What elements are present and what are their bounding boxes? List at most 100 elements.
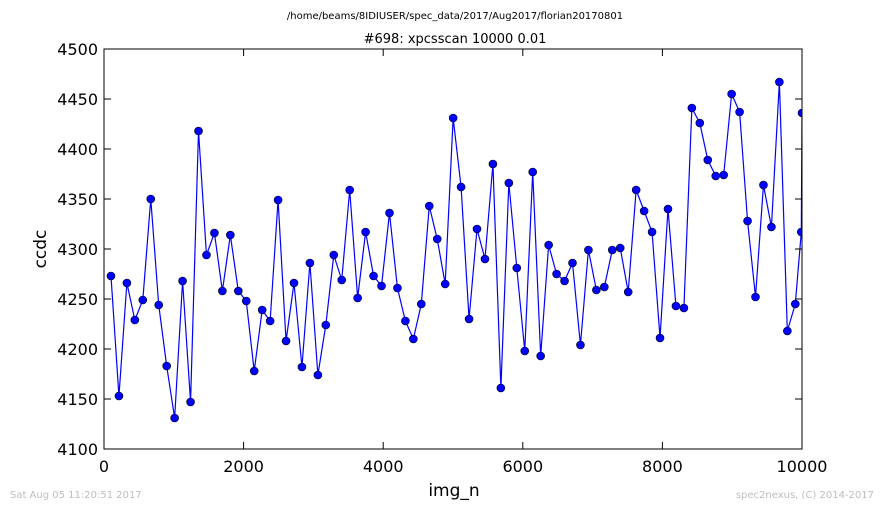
data-point (345, 185, 355, 195)
data-point (321, 320, 331, 330)
footer-timestamp: Sat Aug 05 11:20:51 2017 (10, 490, 142, 501)
data-point (186, 397, 195, 407)
y-tick-label: 4450 (57, 90, 98, 109)
data-point (178, 276, 187, 286)
data-point (496, 383, 506, 393)
x-tick-label: 4000 (363, 457, 404, 476)
y-tick-label: 4100 (57, 440, 98, 459)
data-point (170, 413, 179, 423)
data-point (401, 316, 410, 326)
y-tick-label: 4300 (57, 240, 98, 259)
data-point (552, 269, 561, 279)
data-point (393, 283, 402, 293)
data-point (377, 281, 386, 291)
x-tick-label: 2000 (223, 457, 264, 476)
axes: 0 2000 4000 6000 8000 10000 4100 4150 4200 4250 43… (57, 40, 827, 476)
data-point (385, 208, 394, 218)
data-point (671, 301, 681, 311)
data-point (560, 276, 569, 286)
data-point (480, 254, 490, 264)
data-point (544, 240, 553, 250)
data-point (759, 180, 768, 190)
data-point (767, 222, 776, 232)
data-point (353, 293, 362, 303)
data-point (130, 315, 140, 325)
data-point (568, 258, 577, 268)
data-point (631, 185, 641, 195)
data-point (218, 286, 227, 296)
data-point (663, 204, 673, 214)
data-point (265, 316, 275, 326)
data-point (775, 77, 784, 87)
data-point (361, 227, 370, 237)
y-tick-label: 4250 (57, 290, 98, 309)
data-point (679, 303, 689, 313)
data-point (257, 305, 267, 315)
data-point (536, 351, 545, 361)
y-axis-label: ccdc (31, 230, 51, 269)
data-point (623, 287, 633, 297)
chart-title: #698: xpcsscan 10000 0.01 (364, 32, 547, 47)
data-point (146, 194, 156, 204)
data-point (281, 336, 291, 346)
data-point (432, 234, 442, 244)
x-tick-label: 8000 (642, 457, 683, 476)
data-point (472, 224, 482, 234)
data-point (600, 282, 609, 292)
data-point (727, 89, 736, 99)
footer-credit: spec2nexus, (C) 2014-2017 (736, 490, 874, 501)
y-tick-label: 4150 (57, 390, 98, 409)
data-point (122, 278, 132, 288)
data-point (289, 278, 299, 288)
data-point (424, 201, 434, 211)
data-point (138, 295, 148, 305)
data-point (241, 296, 251, 306)
data-point (456, 182, 466, 192)
data-point (528, 167, 538, 177)
data-point (249, 366, 259, 376)
data-point (417, 299, 426, 309)
data-point (797, 108, 802, 118)
x-tick-label: 0 (99, 457, 109, 476)
data-point (305, 258, 315, 268)
data-point (592, 285, 601, 295)
data-point (719, 170, 728, 180)
data-point (226, 230, 235, 240)
y-tick-label: 4400 (57, 140, 98, 159)
series-line (110, 81, 802, 419)
data-point (488, 159, 498, 169)
data-point (751, 292, 760, 302)
data-point (194, 126, 203, 136)
data-point (464, 314, 474, 324)
data-point (735, 107, 744, 117)
data-point (297, 362, 307, 372)
data-point (337, 275, 347, 285)
data-point (655, 333, 665, 343)
data-point (576, 340, 585, 350)
data-point (512, 263, 522, 273)
data-point (520, 346, 530, 356)
x-tick-label: 6000 (502, 457, 543, 476)
data-point (639, 206, 649, 216)
data-point (743, 216, 752, 226)
plot-data (106, 77, 802, 423)
data-point (448, 113, 458, 123)
data-point (114, 391, 124, 401)
y-tick-label: 4350 (57, 190, 98, 209)
data-point (273, 195, 283, 205)
data-point (329, 250, 339, 260)
data-point (106, 271, 116, 281)
y-tick-label: 4500 (57, 40, 98, 59)
data-point (504, 178, 514, 188)
data-point (703, 155, 713, 165)
data-point (695, 118, 705, 128)
data-point (584, 245, 593, 255)
data-point (797, 227, 802, 237)
data-point (234, 286, 243, 296)
data-point (154, 300, 164, 310)
data-point (615, 243, 625, 253)
data-point (369, 271, 378, 281)
data-point (687, 103, 697, 113)
data-point (313, 370, 323, 380)
